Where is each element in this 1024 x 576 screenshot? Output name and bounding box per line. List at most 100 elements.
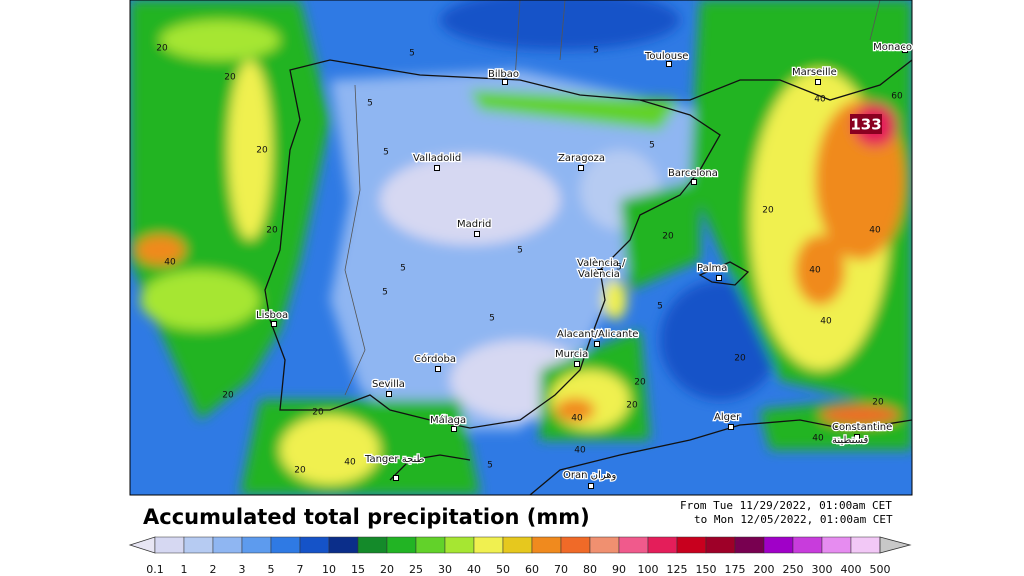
- legend-label: 15: [351, 563, 365, 576]
- legend-swatch: [415, 536, 446, 554]
- legend-label: 0.1: [146, 563, 164, 576]
- legend-label: 90: [612, 563, 626, 576]
- contour-label: 20: [156, 44, 168, 54]
- city-label: Monaco: [873, 42, 912, 53]
- legend-label: 200: [754, 563, 775, 576]
- contour-label: 20: [634, 378, 646, 388]
- legend-label: 60: [525, 563, 539, 576]
- date-to: to Mon 12/05/2022, 01:00am CET: [694, 513, 893, 526]
- contour-label: 40: [869, 226, 881, 236]
- city-label: Bilbao: [488, 69, 519, 80]
- map-labels: Monaco Toulouse Marseille Bilbao Valladolid Z…: [156, 41, 913, 489]
- legend-swatch: [792, 536, 823, 554]
- contour-label: 20: [872, 398, 884, 408]
- city-dot: [574, 361, 580, 367]
- legend-swatch: [270, 536, 301, 554]
- legend-label: 25: [409, 563, 423, 576]
- contour-label: 40: [574, 446, 586, 456]
- legend-label: 500: [870, 563, 891, 576]
- contour-label: 20: [662, 232, 674, 242]
- city-label: Alger: [714, 412, 741, 423]
- contour-label: 60: [891, 92, 903, 102]
- legend-swatch: [763, 536, 794, 554]
- contour-label: 40: [820, 317, 832, 327]
- city-dot: [902, 47, 908, 53]
- legend-label: 400: [841, 563, 862, 576]
- city-label: Madrid: [457, 219, 491, 230]
- legend-swatch: [618, 536, 649, 554]
- legend-label: 3: [239, 563, 246, 576]
- legend-swatch: [183, 536, 214, 554]
- legend-swatch: [328, 536, 359, 554]
- legend-swatch: [821, 536, 852, 554]
- legend-swatch: [734, 536, 765, 554]
- contour-label: 40: [814, 95, 826, 105]
- contour-label: 5: [400, 264, 406, 274]
- legend-arrow-high: [879, 536, 912, 554]
- legend-label: 175: [725, 563, 746, 576]
- legend-arrow-low: [128, 536, 156, 554]
- date-from: From Tue 11/29/2022, 01:00am CET: [680, 499, 892, 512]
- legend-label: 40: [467, 563, 481, 576]
- city-dot: [435, 366, 441, 372]
- legend-swatch: [473, 536, 504, 554]
- map-frame: [129, 0, 913, 496]
- title: Accumulated total precipitation (mm): [143, 505, 590, 529]
- contour-label: 20: [312, 408, 324, 418]
- legend-label: 7: [297, 563, 304, 576]
- city-label: Murcia: [555, 349, 588, 360]
- contour-label: 40: [812, 434, 824, 444]
- max-value: 133: [850, 116, 881, 134]
- contour-label: 5: [489, 314, 495, 324]
- legend-label: 30: [438, 563, 452, 576]
- city-label: Toulouse: [644, 51, 688, 62]
- legend-swatch: [212, 536, 243, 554]
- city-dot: [728, 424, 734, 430]
- contour-label: 40: [809, 266, 821, 276]
- contour-label: 40: [164, 258, 176, 268]
- city-dot: [815, 79, 821, 85]
- contour-label: 5: [382, 288, 388, 298]
- city-label: Oran وهران: [563, 470, 617, 481]
- contour-label: 20: [294, 466, 306, 476]
- legend-label: 20: [380, 563, 394, 576]
- legend-swatch: [444, 536, 475, 554]
- legend-label: 300: [812, 563, 833, 576]
- contour-label: 5: [487, 461, 493, 471]
- contour-label: 40: [571, 414, 583, 424]
- city-label: València: [578, 268, 620, 280]
- contour-label: 20: [256, 146, 268, 156]
- legend-label: 80: [583, 563, 597, 576]
- legend-swatch: [531, 536, 562, 554]
- legend-label: 70: [554, 563, 568, 576]
- city-label: Constantine: [832, 422, 892, 433]
- city-dot: [393, 475, 399, 481]
- contour-label: 20: [222, 391, 234, 401]
- city-label: Marseille: [792, 67, 837, 78]
- contour-label: 20: [626, 401, 638, 411]
- city-dot: [716, 275, 722, 281]
- contour-label: 40: [344, 458, 356, 468]
- legend-swatch: [705, 536, 736, 554]
- legend-label: 100: [638, 563, 659, 576]
- city-label: Alacant/Alicante: [557, 329, 638, 340]
- city-dot: [474, 231, 480, 237]
- city-dot: [597, 269, 603, 275]
- contour-label: 5: [517, 246, 523, 256]
- contour-label: 5: [367, 99, 373, 109]
- contour-label: 20: [266, 226, 278, 236]
- city-label: Zaragoza: [558, 153, 605, 164]
- city-label: Córdoba: [414, 353, 456, 365]
- legend-label: 1: [181, 563, 188, 576]
- legend-label: 2: [210, 563, 217, 576]
- city-dot: [691, 179, 697, 185]
- legend-label: 250: [783, 563, 804, 576]
- city-dot: [588, 483, 594, 489]
- legend-swatch: [647, 536, 678, 554]
- city-label: Tanger طنجة: [364, 454, 425, 465]
- legend-swatch: [850, 536, 881, 554]
- legend: 0.1 1 2 3 5 7 10 15 20 25 30 40 50 60 70 80 90 100 125 150 1…: [128, 536, 912, 576]
- contour-label: 20: [734, 354, 746, 364]
